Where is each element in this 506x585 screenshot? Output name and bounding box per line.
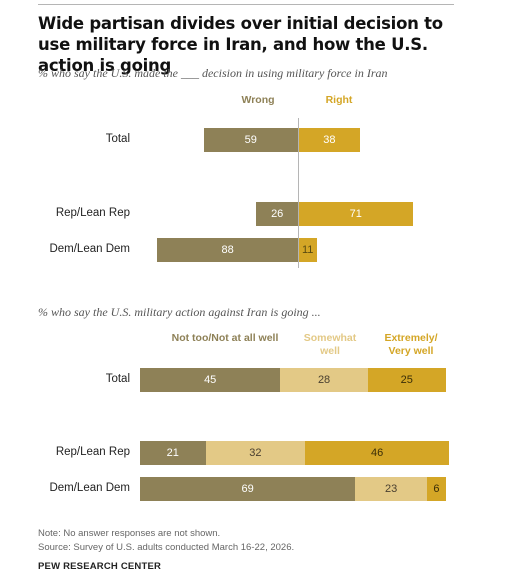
- bar-wrong-rep-lean-rep: 26: [256, 202, 298, 226]
- bar-not-too-not-at-all-well-dem-lean-dem: 69: [140, 477, 356, 501]
- bar-wrong-total: 59: [203, 128, 298, 152]
- bar-somewhat-well-total: 28: [280, 368, 368, 392]
- row-label-total: Total: [105, 133, 130, 145]
- bar-somewhat-well-rep-lean-rep: 32: [205, 441, 306, 465]
- legend-not-well: Not too/Not at all well: [171, 332, 279, 344]
- bar-right-rep-lean-rep: 71: [299, 202, 413, 226]
- chart1-subtitle: % who say the U.S. made the ___ decision…: [38, 66, 388, 80]
- bar-extremely-very-well-rep-lean-rep: 46: [305, 441, 449, 465]
- row-label-rep-lean-rep: Rep/Lean Rep: [55, 207, 130, 219]
- top-rule: [38, 4, 454, 5]
- bar-somewhat-well-dem-lean-dem: 23: [355, 477, 428, 501]
- row2-label-rep-lean-rep: Rep/Lean Rep: [55, 446, 130, 458]
- bar-extremely-very-well-dem-lean-dem: 6: [427, 477, 446, 501]
- row-label-dem-lean-dem: Dem/Lean Dem: [49, 243, 130, 255]
- row2-label-total: Total: [105, 373, 130, 385]
- row2-label-dem-lean-dem: Dem/Lean Dem: [49, 482, 130, 494]
- footer-note: Note: No answer responses are not shown.: [38, 528, 221, 539]
- bar-extremely-very-well-total: 25: [367, 368, 446, 392]
- bar-right-dem-lean-dem: 11: [299, 238, 317, 262]
- chart2-subtitle: % who say the U.S. military action again…: [38, 305, 321, 319]
- bar-not-too-not-at-all-well-rep-lean-rep: 21: [140, 441, 206, 465]
- brand-logo-text: PEW RESEARCH CENTER: [38, 561, 162, 572]
- bar-right-total: 38: [299, 128, 360, 152]
- legend-right: Right: [325, 94, 353, 106]
- legend-somewhat-well: Somewhat well: [303, 332, 357, 357]
- center-line: [298, 118, 299, 268]
- bar-wrong-dem-lean-dem: 88: [157, 238, 298, 262]
- bar-not-too-not-at-all-well-total: 45: [140, 368, 281, 392]
- legend-very-well: Extremely/ Very well: [384, 332, 438, 357]
- footer-source: Source: Survey of U.S. adults conducted …: [38, 542, 295, 553]
- chart-title: Wide partisan divides over initial decis…: [38, 14, 443, 75]
- legend-wrong: Wrong: [241, 94, 275, 106]
